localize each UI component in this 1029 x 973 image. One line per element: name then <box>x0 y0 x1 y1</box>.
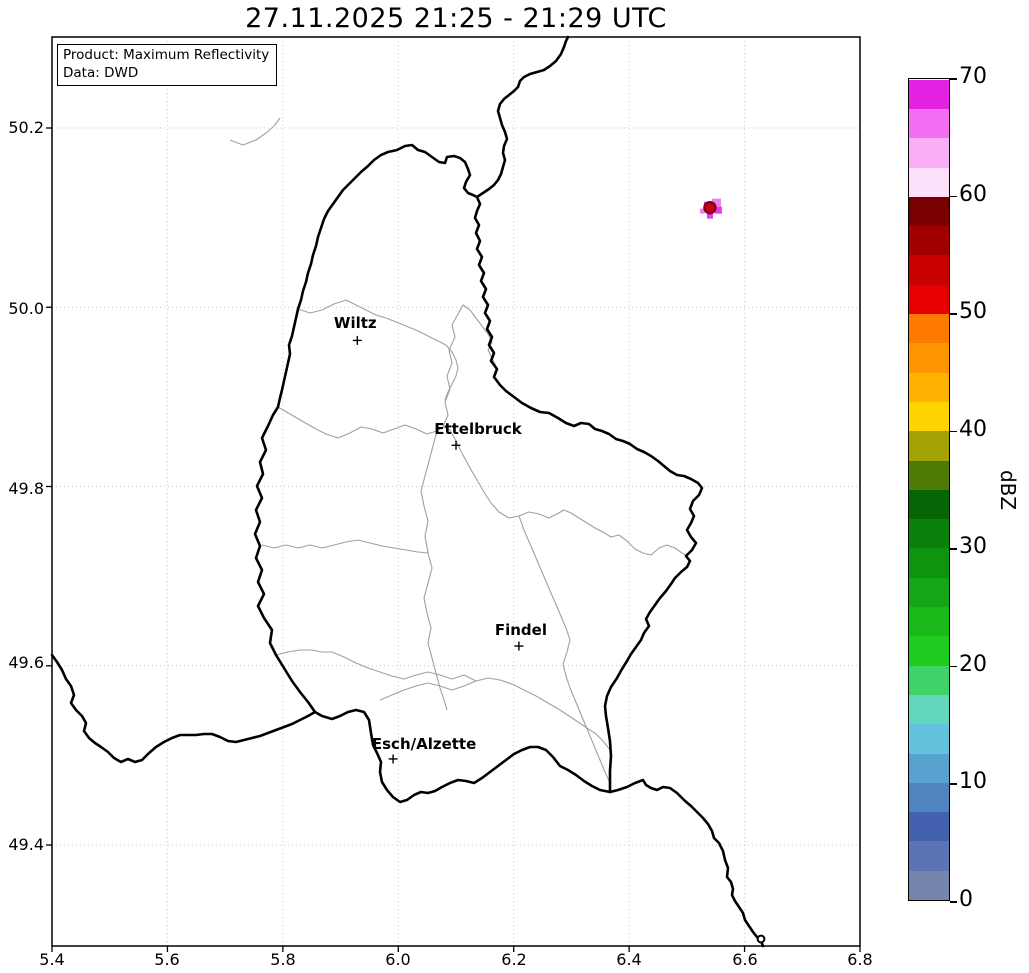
city-label-esch-alzette: Esch/Alzette <box>371 734 477 753</box>
x-tick-label: 5.6 <box>154 950 180 969</box>
colorbar <box>908 78 950 901</box>
colorbar-band <box>909 372 949 402</box>
y-tick-label: 50.2 <box>8 118 44 137</box>
colorbar-tick-mark <box>950 78 957 80</box>
city-label-wiltz: Wiltz <box>333 314 377 333</box>
colorbar-tick-label: 60 <box>959 182 987 207</box>
radar-echo-halo <box>706 213 713 219</box>
colorbar-tick-mark <box>950 665 957 668</box>
x-tick-label: 6.8 <box>847 950 873 969</box>
colorbar-tick-mark <box>950 313 957 315</box>
colorbar-band <box>909 694 949 725</box>
radar-echo-halo <box>714 206 722 214</box>
colorbar-tick-label: 40 <box>959 417 987 442</box>
colorbar-tick-label: 70 <box>959 64 987 89</box>
luxembourg-outline <box>253 143 704 804</box>
x-tick-label: 5.4 <box>39 950 65 969</box>
colorbar-band <box>909 167 949 197</box>
plot-frame <box>51 36 861 947</box>
colorbar-band <box>909 665 949 695</box>
city-marker <box>514 641 524 651</box>
x-tick-label: 6.4 <box>616 950 642 969</box>
radar-echo-core <box>703 200 717 215</box>
colorbar-tick-mark <box>950 783 957 786</box>
district-belgium-arc <box>229 117 281 146</box>
colorbar-band <box>909 636 949 666</box>
colorbar-band <box>909 108 949 139</box>
district-central-vertical <box>420 430 448 711</box>
colorbar-band <box>909 255 949 285</box>
x-tick-label: 6.2 <box>501 950 527 969</box>
border-knob <box>756 934 766 944</box>
x-tick-label: 5.8 <box>270 950 296 969</box>
city-label-ettelbruck: Ettelbruck <box>434 420 522 439</box>
city-marker <box>451 440 461 450</box>
colorbar-tick-label: 20 <box>959 652 987 677</box>
city-marker <box>388 754 398 764</box>
y-tick-label: 50.0 <box>8 299 44 318</box>
data-source-line: Data: DWD <box>63 64 139 81</box>
colorbar-band <box>909 284 949 315</box>
colorbar-band <box>909 870 949 900</box>
colorbar-band <box>909 196 949 227</box>
district-esch-south <box>275 649 477 682</box>
city-label-findel: Findel <box>494 621 547 640</box>
y-tick-label: 49.8 <box>8 479 44 498</box>
y-tick-label: 49.4 <box>8 835 44 854</box>
colorbar-tick-mark <box>950 901 957 903</box>
x-tick-label: 6.0 <box>385 950 411 969</box>
colorbar-band <box>909 724 949 754</box>
colorbar-band <box>909 577 949 608</box>
colorbar-band <box>909 519 949 549</box>
colorbar-tick-label: 10 <box>959 769 987 794</box>
colorbar-band <box>909 431 949 461</box>
y-tick-label: 49.6 <box>8 653 44 672</box>
colorbar-band <box>909 343 949 373</box>
colorbar-band <box>909 79 949 109</box>
district-west-mid <box>261 539 429 554</box>
district-east-vertical <box>518 515 611 784</box>
product-info-box: Product: Maximum Reflectivity Data: DWD <box>57 44 278 87</box>
colorbar-band <box>909 782 949 813</box>
product-line: Product: Maximum Reflectivity <box>63 47 270 63</box>
district-mid-east-west <box>277 406 688 557</box>
colorbar-band <box>909 841 949 871</box>
figure-title: 27.11.2025 21:25 - 21:29 UTC <box>245 3 667 34</box>
colorbar-band <box>909 401 949 432</box>
colorbar-tick-label: 30 <box>959 534 987 559</box>
colorbar-band <box>909 812 949 842</box>
colorbar-band <box>909 489 949 520</box>
colorbar-band <box>909 314 949 344</box>
colorbar-band <box>909 460 949 490</box>
belgium-germany-border <box>475 35 570 199</box>
colorbar-tick-label: 0 <box>959 887 973 912</box>
france-belgium-border <box>50 653 317 764</box>
colorbar-tick-mark <box>950 548 957 550</box>
colorbar-band <box>909 548 949 578</box>
colorbar-band <box>909 138 949 168</box>
radar-echo-halo <box>711 198 721 207</box>
colorbar-tick-mark <box>950 430 957 433</box>
district-south-diagonal <box>379 677 611 751</box>
colorbar-band <box>909 226 949 256</box>
colorbar-band <box>909 753 949 783</box>
colorbar-band <box>909 607 949 637</box>
city-marker <box>352 335 362 345</box>
france-germany-border <box>608 778 765 948</box>
district-wiltz-north <box>297 299 459 401</box>
colorbar-tick-label: 50 <box>959 299 987 324</box>
radar-echo-halo <box>699 208 705 214</box>
colorbar-unit-label: dBZ <box>996 469 1020 511</box>
colorbar-tick-mark <box>950 195 957 198</box>
x-tick-label: 6.6 <box>732 950 758 969</box>
